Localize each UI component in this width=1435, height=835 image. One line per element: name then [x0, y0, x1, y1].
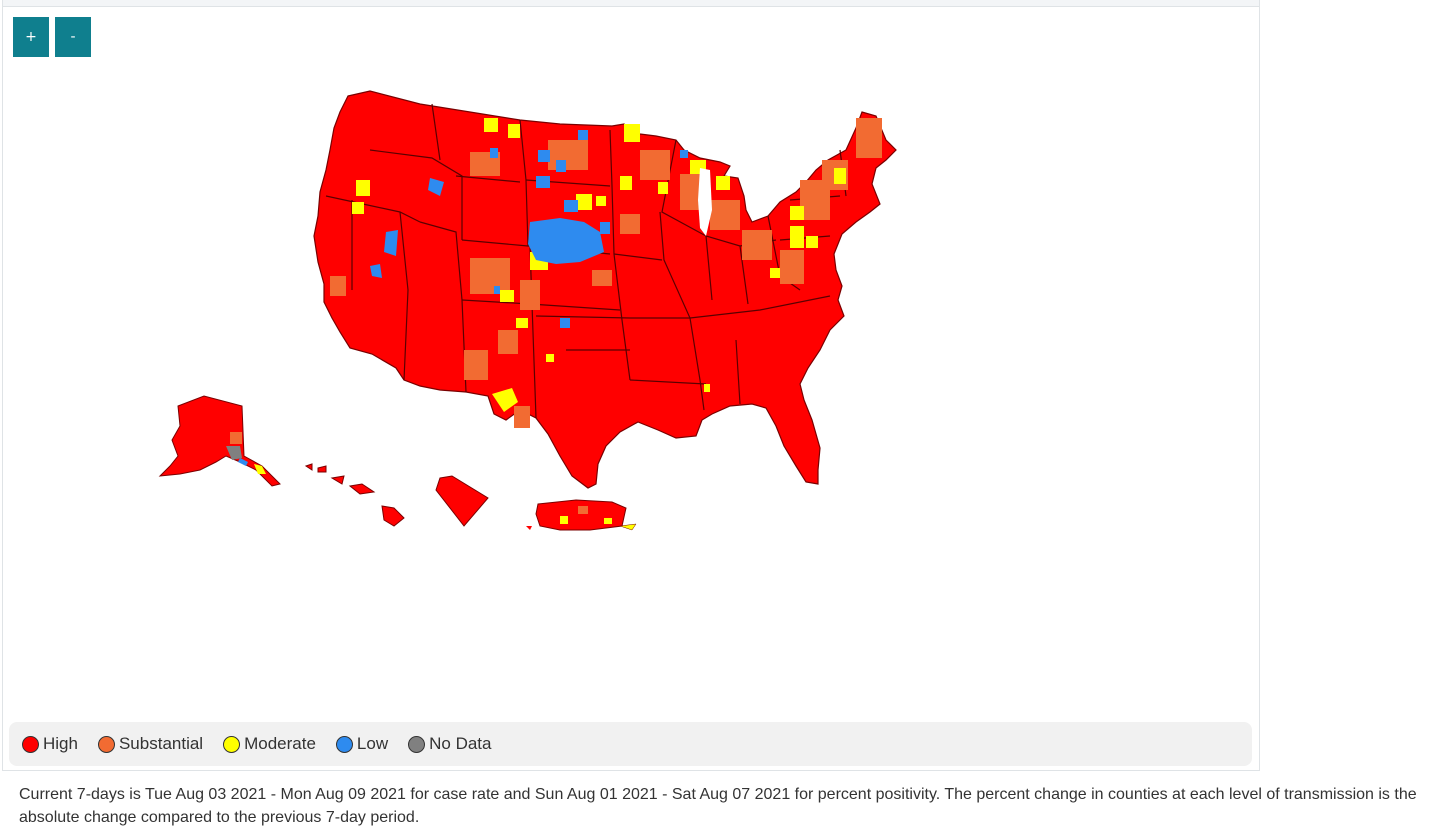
territory-island[interactable]	[435, 475, 489, 527]
alaska-substantial-region	[230, 432, 242, 444]
puerto-rico-moderate-region-2	[604, 518, 612, 524]
legend-item-high[interactable]: High	[22, 734, 78, 754]
substantial-dot-icon	[97, 735, 115, 753]
date-range-footnote: Current 7-days is Tue Aug 03 2021 - Mon …	[19, 786, 1417, 826]
legend-label: No Data	[429, 734, 492, 753]
low-dot-icon	[335, 735, 353, 753]
hawaii-big-island[interactable]	[381, 505, 405, 527]
hawaii-island-1[interactable]	[304, 463, 313, 471]
puerto-rico-substantial-region	[578, 506, 588, 514]
contiguous-us[interactable]	[313, 90, 897, 489]
alaska[interactable]	[158, 395, 281, 487]
high-dot-icon	[22, 735, 39, 753]
hawaii-island-2[interactable]	[317, 465, 327, 473]
legend-label: High	[43, 734, 78, 753]
hawaii-island-4[interactable]	[348, 483, 376, 495]
legend-item-no-data[interactable]: No Data	[408, 734, 491, 754]
zoom-in-button[interactable]: +	[13, 17, 49, 57]
legend-label: Moderate	[244, 734, 316, 753]
legend-item-substantial[interactable]: Substantial	[97, 734, 204, 754]
moderate-dot-icon	[223, 735, 241, 753]
territory-island-shape[interactable]	[435, 475, 489, 527]
zoom-out-button[interactable]: -	[55, 17, 91, 57]
puerto-rico-islet	[526, 526, 532, 530]
hawaii[interactable]	[304, 463, 405, 527]
county-patches	[330, 118, 882, 428]
puerto-rico[interactable]	[526, 499, 637, 531]
great-lakes	[698, 168, 712, 236]
hawaii-island-3[interactable]	[330, 475, 345, 485]
puerto-rico-shape[interactable]	[535, 499, 627, 531]
legend: High Substantial Moderate Low No Data	[9, 722, 1252, 766]
alaska-no-data-region	[226, 446, 242, 460]
panel-top-strip	[2, 0, 1260, 6]
contiguous-us-shape[interactable]	[313, 90, 897, 489]
puerto-rico-moderate-region	[560, 516, 568, 524]
alaska-moderate-region	[254, 464, 266, 474]
legend-label: Substantial	[118, 734, 204, 753]
no-data-dot-icon	[408, 735, 426, 753]
legend-item-moderate[interactable]: Moderate	[223, 734, 316, 754]
legend-label: Low	[356, 734, 389, 753]
alaska-low-region	[238, 458, 248, 466]
legend-item-low[interactable]: Low	[335, 734, 389, 754]
puerto-rico-moderate-islet	[619, 523, 637, 531]
alaska-shape[interactable]	[158, 395, 281, 487]
